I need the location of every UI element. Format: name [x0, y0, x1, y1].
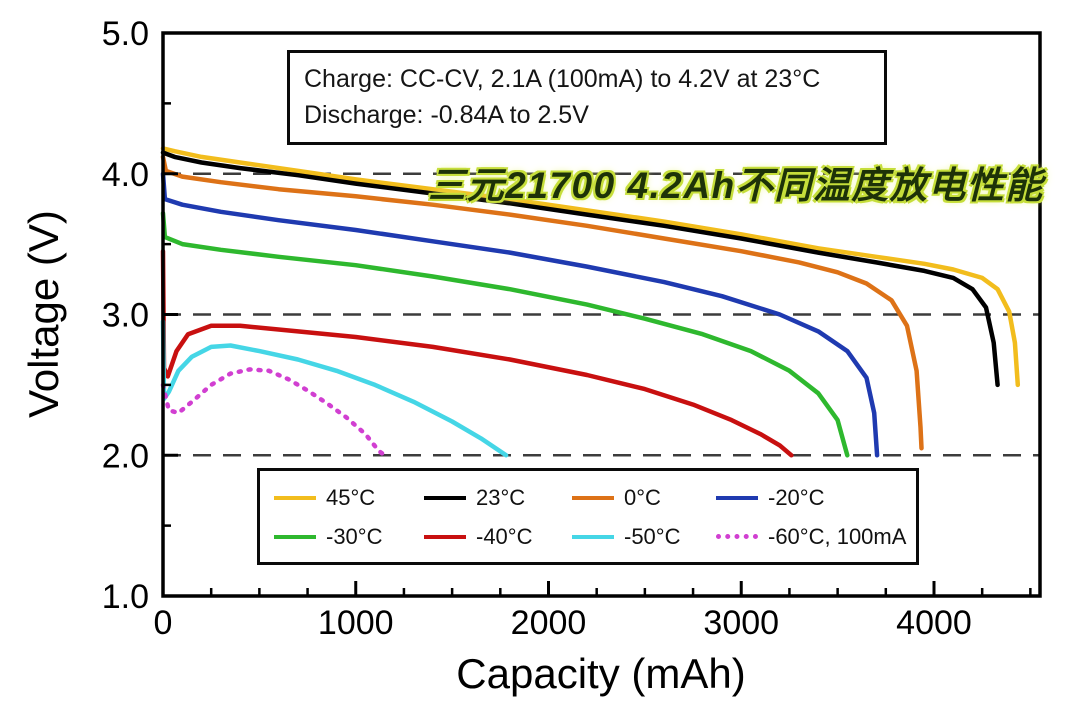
- y-tick-label: 2.0: [102, 437, 149, 475]
- legend-swatch: [716, 496, 758, 501]
- legend-item--60°C, 100mA: -60°C, 100mA: [716, 524, 906, 550]
- legend-item-45°C: 45°C: [274, 485, 424, 511]
- charge-condition-text: Charge: CC-CV, 2.1A (100mA) to 4.2V at 2…: [304, 65, 821, 93]
- chart-title-watermark: 三元21700 4.2Ah不同温度放电性能: [428, 165, 1044, 206]
- legend-label: -40°C: [476, 523, 533, 549]
- x-tick-label: 1000: [318, 604, 394, 642]
- legend-swatch: [716, 534, 758, 540]
- y-tick-label: 3.0: [102, 297, 149, 335]
- legend-item--40°C: -40°C: [424, 524, 572, 550]
- series-line--30°C: [160, 210, 850, 458]
- legend-item--20°C: -20°C: [716, 485, 906, 511]
- series-line-0°C: [160, 154, 924, 451]
- legend: 45°C 23°C 0°C -20°C -30°C -40°C -50°C -60°C, 10…: [257, 468, 919, 565]
- x-tick-label: 4000: [896, 604, 972, 642]
- legend-swatch: [572, 534, 614, 539]
- test-conditions-box: Charge: CC-CV, 2.1A (100mA) to 4.2V at 2…: [287, 50, 887, 145]
- legend-swatch: [424, 534, 466, 539]
- series-line--50°C: [160, 319, 509, 458]
- series-line-45°C: [160, 146, 1021, 388]
- series-line-23°C: [160, 150, 1000, 388]
- legend-swatch: [274, 534, 316, 539]
- y-axis-title: Voltage (V): [20, 210, 67, 418]
- y-tick-label: 5.0: [102, 15, 149, 53]
- legend-item-23°C: 23°C: [424, 485, 572, 511]
- legend-label: 0°C: [624, 485, 661, 511]
- x-tick-label: 0: [154, 604, 173, 642]
- legend-label: -20°C: [768, 485, 825, 511]
- legend-swatch: [424, 496, 466, 501]
- y-tick-label: 4.0: [102, 156, 149, 194]
- series-line--40°C: [160, 248, 794, 458]
- discharge-condition-text: Discharge: -0.84A to 2.5V: [304, 101, 589, 130]
- legend-label: 23°C: [476, 485, 526, 511]
- legend-label: -60°C, 100mA: [768, 523, 907, 549]
- series-line--20°C: [160, 171, 880, 458]
- x-axis-title: Capacity (mAh): [456, 650, 746, 697]
- legend-swatch: [274, 496, 316, 501]
- legend-label: -50°C: [624, 523, 681, 549]
- legend-label: -30°C: [326, 523, 383, 549]
- legend-label: 45°C: [326, 485, 376, 511]
- x-tick-label: 2000: [511, 604, 587, 642]
- legend-item--30°C: -30°C: [274, 524, 424, 550]
- legend-item--50°C: -50°C: [572, 524, 716, 550]
- y-tick-label: 1.0: [102, 578, 149, 616]
- series-line--60°C, 100mA: [160, 367, 387, 458]
- legend-swatch: [572, 496, 614, 501]
- legend-item-0°C: 0°C: [572, 485, 716, 511]
- x-tick-label: 3000: [703, 604, 779, 642]
